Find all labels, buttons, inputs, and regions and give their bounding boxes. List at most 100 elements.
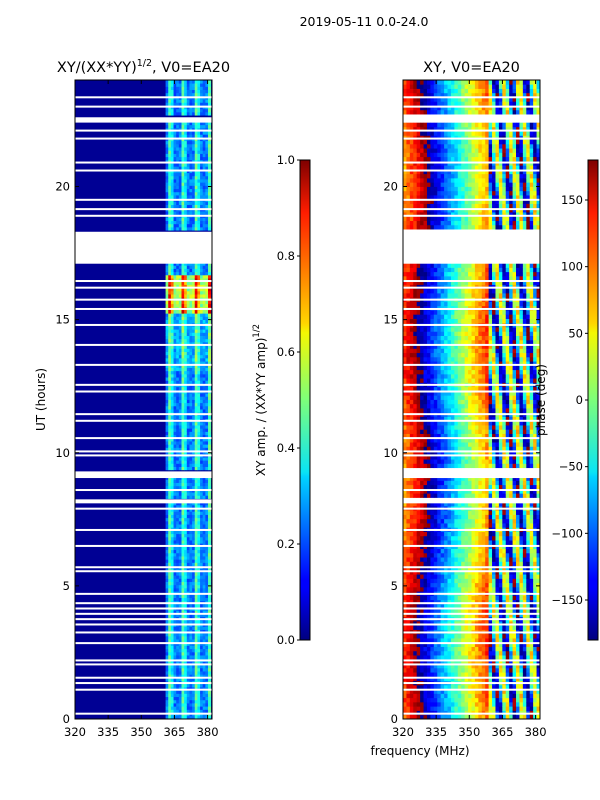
heatmap-cell [444, 446, 448, 452]
flagged-row [75, 437, 212, 440]
heatmap-cell [208, 552, 212, 557]
heatmap-cell [178, 706, 182, 710]
heatmap-cell [194, 696, 198, 701]
heatmap-cell [168, 326, 172, 330]
heatmap-cell [437, 659, 442, 665]
heatmap-cell [178, 310, 182, 314]
heatmap-cell [170, 485, 174, 490]
heatmap-cell [416, 348, 421, 354]
heatmap-cell [170, 552, 174, 557]
heatmap-cell [444, 642, 448, 647]
heatmap-cell [409, 548, 414, 554]
heatmap-cell [200, 399, 204, 404]
heatmap-cell [168, 262, 172, 266]
heatmap-cell [440, 416, 445, 422]
heatmap-cell [194, 655, 198, 659]
heatmap-cell [165, 345, 169, 349]
heatmap-cell [189, 425, 193, 429]
heatmap-cell [208, 619, 212, 624]
heatmap-cell [178, 131, 182, 135]
heatmap-cell [423, 139, 428, 145]
heatmap-cell [430, 369, 435, 375]
heatmap-cell [200, 629, 204, 634]
heatmap-cell [181, 348, 185, 352]
heatmap-cell [165, 715, 169, 719]
heatmap-cell [437, 701, 442, 707]
heatmap-cell [437, 621, 442, 626]
heatmap-cell [406, 109, 411, 115]
heatmap-cell [168, 354, 172, 359]
heatmap-cell [194, 460, 198, 464]
heatmap-cell [194, 540, 198, 544]
heatmap-cell [170, 709, 174, 714]
heatmap-cell [186, 434, 190, 439]
heatmap-cell [430, 403, 435, 409]
heatmap-cell [413, 531, 418, 537]
heatmap-cell [208, 386, 212, 391]
heatmap-cell [208, 86, 212, 90]
heatmap-cell [437, 531, 442, 537]
heatmap-cell [430, 195, 435, 200]
heatmap-cell [186, 626, 190, 630]
heatmap-cell [430, 148, 435, 153]
heatmap-cell [168, 274, 172, 279]
heatmap-cell [430, 378, 435, 383]
heatmap-cell [205, 274, 209, 279]
heatmap-cell [200, 482, 204, 487]
heatmap-cell [178, 677, 182, 682]
heatmap-cell [423, 88, 428, 94]
heatmap-cell [165, 441, 169, 445]
heatmap-cell [208, 405, 212, 410]
heatmap-cell [406, 293, 411, 298]
heatmap-cell [197, 121, 201, 126]
heatmap-cell [208, 629, 212, 634]
heatmap-cell [426, 212, 431, 217]
heatmap-cell [430, 92, 435, 98]
heatmap-cell [200, 517, 204, 522]
heatmap-cell [423, 476, 428, 481]
heatmap-cell [197, 664, 201, 669]
heatmap-cell [200, 610, 204, 614]
heatmap-cell [165, 274, 169, 279]
heatmap-cell [192, 300, 196, 305]
heatmap-cell [430, 348, 435, 354]
heatmap-cell [423, 416, 428, 422]
heatmap-cell [403, 220, 407, 226]
heatmap-cell [168, 648, 172, 653]
heatmap-cell [189, 210, 193, 215]
heatmap-cell [409, 650, 414, 656]
heatmap-cell [165, 396, 169, 400]
heatmap-cell [176, 703, 180, 707]
heatmap-cell [406, 173, 411, 179]
y-tick-label: 20 [55, 180, 70, 194]
heatmap-cell [186, 703, 190, 707]
heatmap-cell [430, 275, 435, 281]
heatmap-cell [208, 335, 212, 340]
heatmap-cell [178, 434, 182, 439]
heatmap-cell [433, 203, 438, 209]
heatmap-cell [168, 552, 172, 557]
heatmap-cell [184, 482, 188, 487]
heatmap-cell [409, 659, 414, 665]
heatmap-cell [208, 150, 212, 154]
heatmap-cell [433, 169, 438, 175]
heatmap-cell [433, 190, 438, 196]
heatmap-cell [165, 674, 169, 678]
heatmap-cell [168, 581, 172, 586]
heatmap-cell [202, 421, 206, 426]
heatmap-cell [168, 348, 172, 352]
heatmap-cell [433, 646, 438, 652]
heatmap-cell [202, 415, 206, 420]
heatmap-cell [433, 633, 438, 639]
heatmap-cell [433, 459, 438, 464]
heatmap-cell [413, 667, 418, 673]
heatmap-cell [433, 561, 438, 567]
heatmap-cell [420, 523, 424, 528]
heatmap-cell [202, 559, 206, 563]
heatmap-cell [186, 482, 190, 487]
heatmap-cell [197, 284, 201, 289]
heatmap-cell [192, 217, 196, 221]
heatmap-cell [433, 88, 438, 94]
heatmap-cell [168, 124, 172, 129]
heatmap-cell [189, 546, 193, 551]
